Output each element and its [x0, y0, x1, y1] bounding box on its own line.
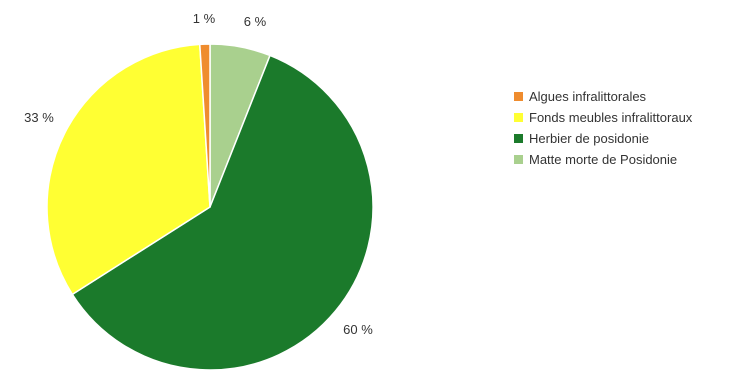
legend-label: Algues infralittorales [529, 89, 647, 104]
legend-swatch [514, 134, 523, 143]
data-label: 1 % [193, 11, 216, 26]
data-label: 6 % [244, 14, 267, 29]
pie-slice [198, 43, 211, 208]
legend-label: Fonds meubles infralittoraux [529, 110, 693, 125]
legend: Algues infralittorales Fonds meubles inf… [514, 86, 692, 170]
legend-item: Matte morte de Posidonie [514, 149, 692, 170]
legend-item: Algues infralittorales [514, 86, 692, 107]
pie-slice [46, 43, 211, 296]
data-label: 33 % [24, 110, 54, 125]
pie-slice [71, 54, 374, 371]
legend-item: Fonds meubles infralittoraux [514, 107, 692, 128]
legend-swatch [514, 92, 523, 101]
legend-swatch [514, 113, 523, 122]
data-label: 60 % [343, 322, 373, 337]
legend-swatch [514, 155, 523, 164]
legend-label: Herbier de posidonie [529, 131, 649, 146]
legend-label: Matte morte de Posidonie [529, 152, 678, 167]
legend-item: Herbier de posidonie [514, 128, 692, 149]
